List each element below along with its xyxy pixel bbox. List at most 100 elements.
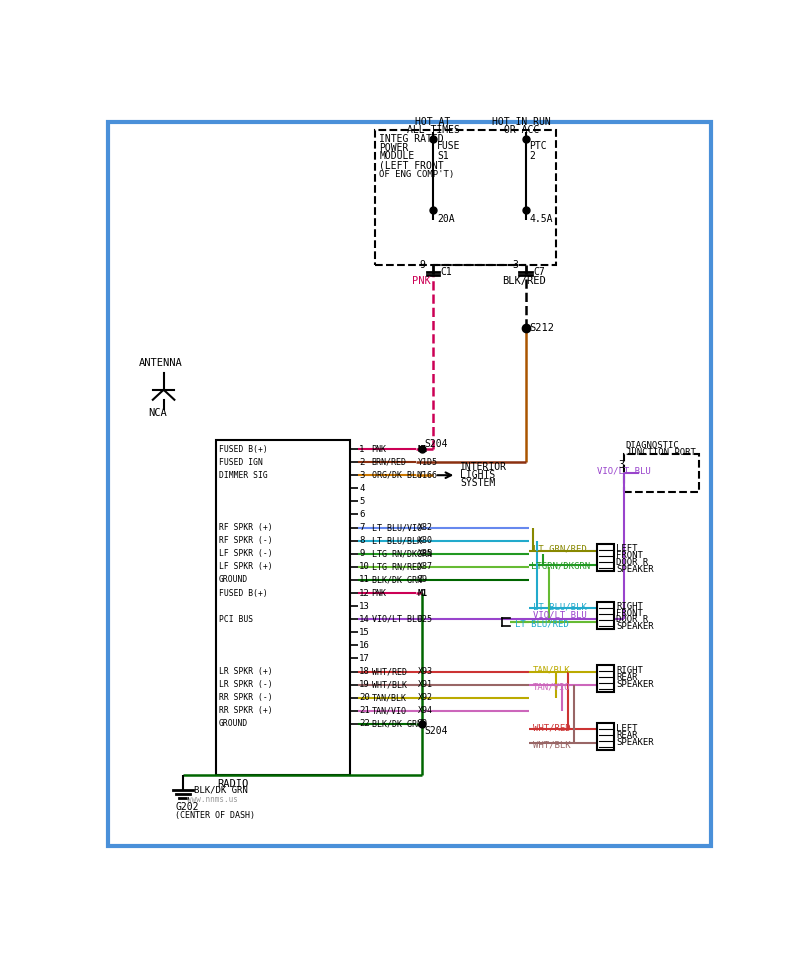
Text: RF SPKR (+): RF SPKR (+) xyxy=(219,523,273,532)
Text: SPEAKER: SPEAKER xyxy=(616,680,654,689)
Text: X92: X92 xyxy=(418,693,433,702)
Text: FUSED IGN: FUSED IGN xyxy=(219,457,263,467)
Text: LT BLU/BLK: LT BLU/BLK xyxy=(534,602,587,612)
Text: RADIO: RADIO xyxy=(218,779,249,789)
Text: FRONT: FRONT xyxy=(616,551,643,560)
Text: SPEAKER: SPEAKER xyxy=(616,738,654,746)
Text: LEFT: LEFT xyxy=(616,544,638,553)
Text: SYSTEM: SYSTEM xyxy=(460,478,495,488)
Text: TAN/VIO: TAN/VIO xyxy=(534,682,571,692)
Text: BLK/DK GRN: BLK/DK GRN xyxy=(371,720,422,728)
Text: OF ENG COMP'T): OF ENG COMP'T) xyxy=(379,170,454,179)
Text: WHT/RED: WHT/RED xyxy=(371,667,406,676)
Text: 9: 9 xyxy=(359,549,365,558)
Text: DIMMER SIG: DIMMER SIG xyxy=(219,471,268,479)
Text: REAR: REAR xyxy=(616,673,638,682)
Text: X91: X91 xyxy=(418,680,433,689)
Text: BLK/DK GRN: BLK/DK GRN xyxy=(194,786,248,794)
Text: PTC: PTC xyxy=(530,142,547,151)
Text: FUSED B(+): FUSED B(+) xyxy=(219,589,268,597)
Text: BLK/RED: BLK/RED xyxy=(502,277,546,286)
Text: D25: D25 xyxy=(418,614,433,624)
Text: PNK: PNK xyxy=(371,589,386,597)
Text: VIO/LT BLU: VIO/LT BLU xyxy=(597,466,651,475)
Text: LT BLU/BLK: LT BLU/BLK xyxy=(371,536,422,545)
Text: X94: X94 xyxy=(418,706,433,715)
Text: LT BLU/RED: LT BLU/RED xyxy=(515,619,570,629)
Text: 14: 14 xyxy=(359,614,370,624)
Text: RIGHT: RIGHT xyxy=(616,602,643,611)
Text: LT BLU/VIO: LT BLU/VIO xyxy=(371,523,422,532)
Text: LF SPKR (+): LF SPKR (+) xyxy=(219,563,273,571)
Text: LTGRN/DKGRN: LTGRN/DKGRN xyxy=(531,562,590,570)
Text: DOOR R: DOOR R xyxy=(616,558,649,567)
Text: LF SPKR (-): LF SPKR (-) xyxy=(219,549,273,558)
Text: X87: X87 xyxy=(418,563,433,571)
Text: S212: S212 xyxy=(530,323,554,333)
Bar xyxy=(216,440,350,775)
Text: (CENTER OF DASH): (CENTER OF DASH) xyxy=(175,811,255,820)
Text: PNK: PNK xyxy=(412,277,430,286)
Text: RR SPKR (+): RR SPKR (+) xyxy=(219,706,273,715)
Text: ALL TIMES: ALL TIMES xyxy=(406,125,459,135)
Bar xyxy=(597,665,614,692)
Text: LIGHTS: LIGHTS xyxy=(460,470,495,480)
Text: LR SPKR (+): LR SPKR (+) xyxy=(219,667,273,676)
Text: 18: 18 xyxy=(359,667,370,676)
Text: Z9: Z9 xyxy=(418,720,428,728)
Text: 20: 20 xyxy=(359,693,370,702)
Text: 2: 2 xyxy=(359,457,365,467)
Text: 20A: 20A xyxy=(437,213,454,224)
Text: Y1D5: Y1D5 xyxy=(418,457,438,467)
Text: LEFT: LEFT xyxy=(616,724,638,733)
Text: DIAGNOSTIC: DIAGNOSTIC xyxy=(626,441,679,451)
Text: LR SPKR (-): LR SPKR (-) xyxy=(219,680,273,689)
Text: BRN/RED: BRN/RED xyxy=(371,457,406,467)
Text: WHT/RED: WHT/RED xyxy=(534,723,571,732)
Bar xyxy=(597,602,614,629)
Text: 10: 10 xyxy=(359,563,370,571)
Bar xyxy=(375,130,556,265)
Text: GROUND: GROUND xyxy=(219,575,248,585)
Text: 4: 4 xyxy=(359,484,365,493)
Text: Z9: Z9 xyxy=(418,575,428,585)
Text: REAR: REAR xyxy=(616,731,638,740)
Text: 3: 3 xyxy=(512,260,518,270)
Bar xyxy=(597,723,614,749)
Text: PNK: PNK xyxy=(371,444,386,454)
Text: 2: 2 xyxy=(530,150,535,161)
Bar xyxy=(597,545,614,571)
Text: 5: 5 xyxy=(359,497,365,506)
Text: JUNCTION PORT: JUNCTION PORT xyxy=(626,449,695,457)
Text: PCI BUS: PCI BUS xyxy=(219,614,253,624)
Text: VIO/LT BLU: VIO/LT BLU xyxy=(534,611,587,620)
Text: ORG/DK BLU: ORG/DK BLU xyxy=(371,471,422,479)
Text: S204: S204 xyxy=(425,725,448,736)
Text: WHT/BLK: WHT/BLK xyxy=(371,680,406,689)
Text: C7: C7 xyxy=(534,267,545,277)
Text: 16: 16 xyxy=(359,641,370,650)
Text: 7: 7 xyxy=(359,523,365,532)
Text: X85: X85 xyxy=(418,549,433,558)
Bar xyxy=(624,454,698,492)
Text: VIO/LT BLU: VIO/LT BLU xyxy=(371,614,422,624)
Text: SPEAKER: SPEAKER xyxy=(616,622,654,632)
Text: X82: X82 xyxy=(418,523,433,532)
Text: HOT AT: HOT AT xyxy=(415,117,450,126)
Text: FRONT: FRONT xyxy=(616,609,643,617)
Text: POWER: POWER xyxy=(379,143,409,153)
Text: RF SPKR (-): RF SPKR (-) xyxy=(219,536,273,545)
Text: 19: 19 xyxy=(359,680,370,689)
Text: SPEAKER: SPEAKER xyxy=(616,565,654,573)
Text: 3: 3 xyxy=(618,460,624,470)
Text: DOOR R: DOOR R xyxy=(616,615,649,625)
Text: 15: 15 xyxy=(359,628,370,636)
Text: LTG RN/RED: LTG RN/RED xyxy=(371,563,422,571)
Text: INTERIOR: INTERIOR xyxy=(460,462,507,473)
Text: 8: 8 xyxy=(359,536,365,545)
Text: WHT/BLK: WHT/BLK xyxy=(534,740,571,749)
Text: INTEG RATED: INTEG RATED xyxy=(379,135,444,145)
Text: 11: 11 xyxy=(359,575,370,585)
Text: S1: S1 xyxy=(437,150,449,161)
Text: RR SPKR (-): RR SPKR (-) xyxy=(219,693,273,702)
